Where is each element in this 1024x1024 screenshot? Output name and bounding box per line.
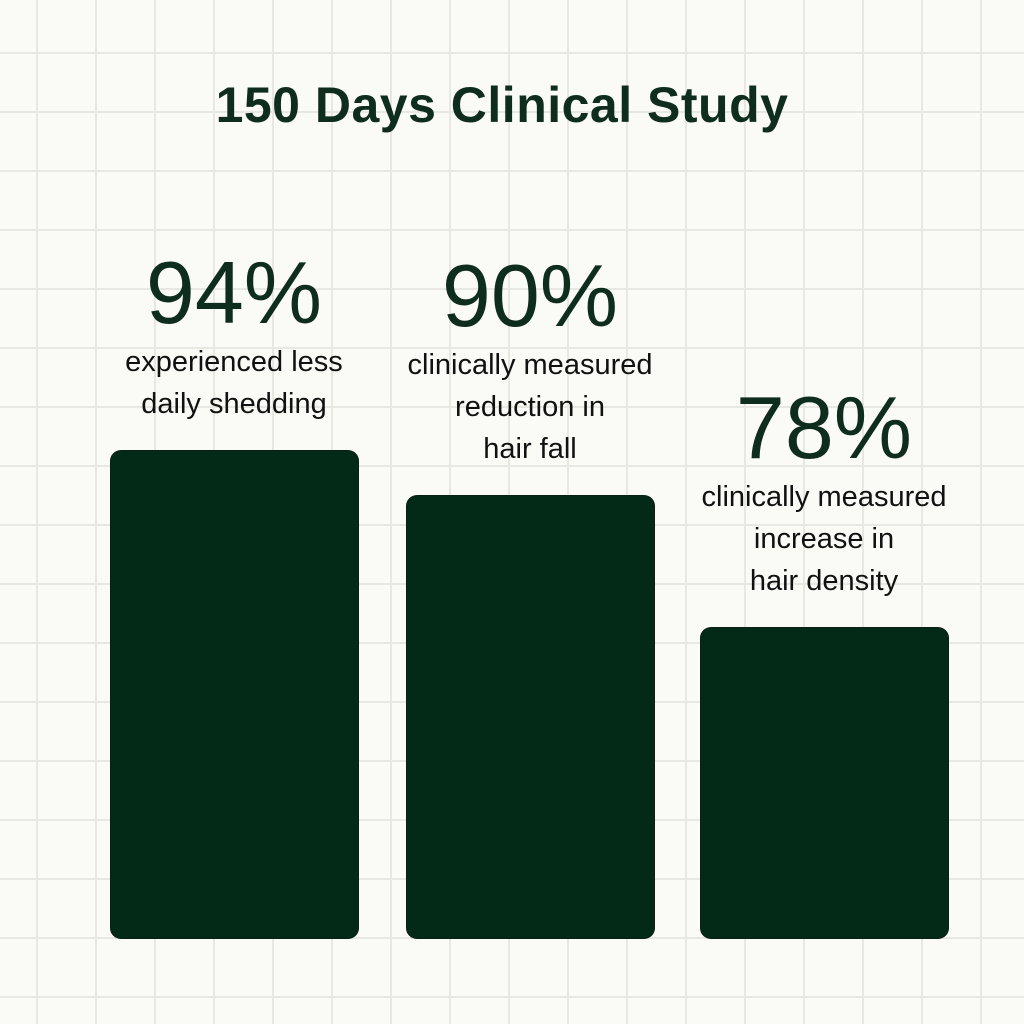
data-label: 94% xyxy=(145,243,323,343)
bar-label-group: 94% experienced less daily shedding xyxy=(84,245,384,425)
data-label: 78% xyxy=(735,378,913,478)
chart-title: 150 Days Clinical Study xyxy=(215,77,789,133)
bar-1 xyxy=(111,451,358,938)
bar-2 xyxy=(407,495,654,938)
category-label: clinically measured increase in hair den… xyxy=(701,481,947,598)
data-label: 90% xyxy=(441,245,619,345)
category-label: clinically measured reduction in hair fa… xyxy=(407,348,653,465)
category-label: experienced less daily shedding xyxy=(125,346,343,421)
bar-label-group: 90% clinically measured reduction in hair… xyxy=(380,245,680,470)
bar-3 xyxy=(701,628,948,938)
bar-label-group: 78% clinically measured increase in hair … xyxy=(674,380,974,602)
